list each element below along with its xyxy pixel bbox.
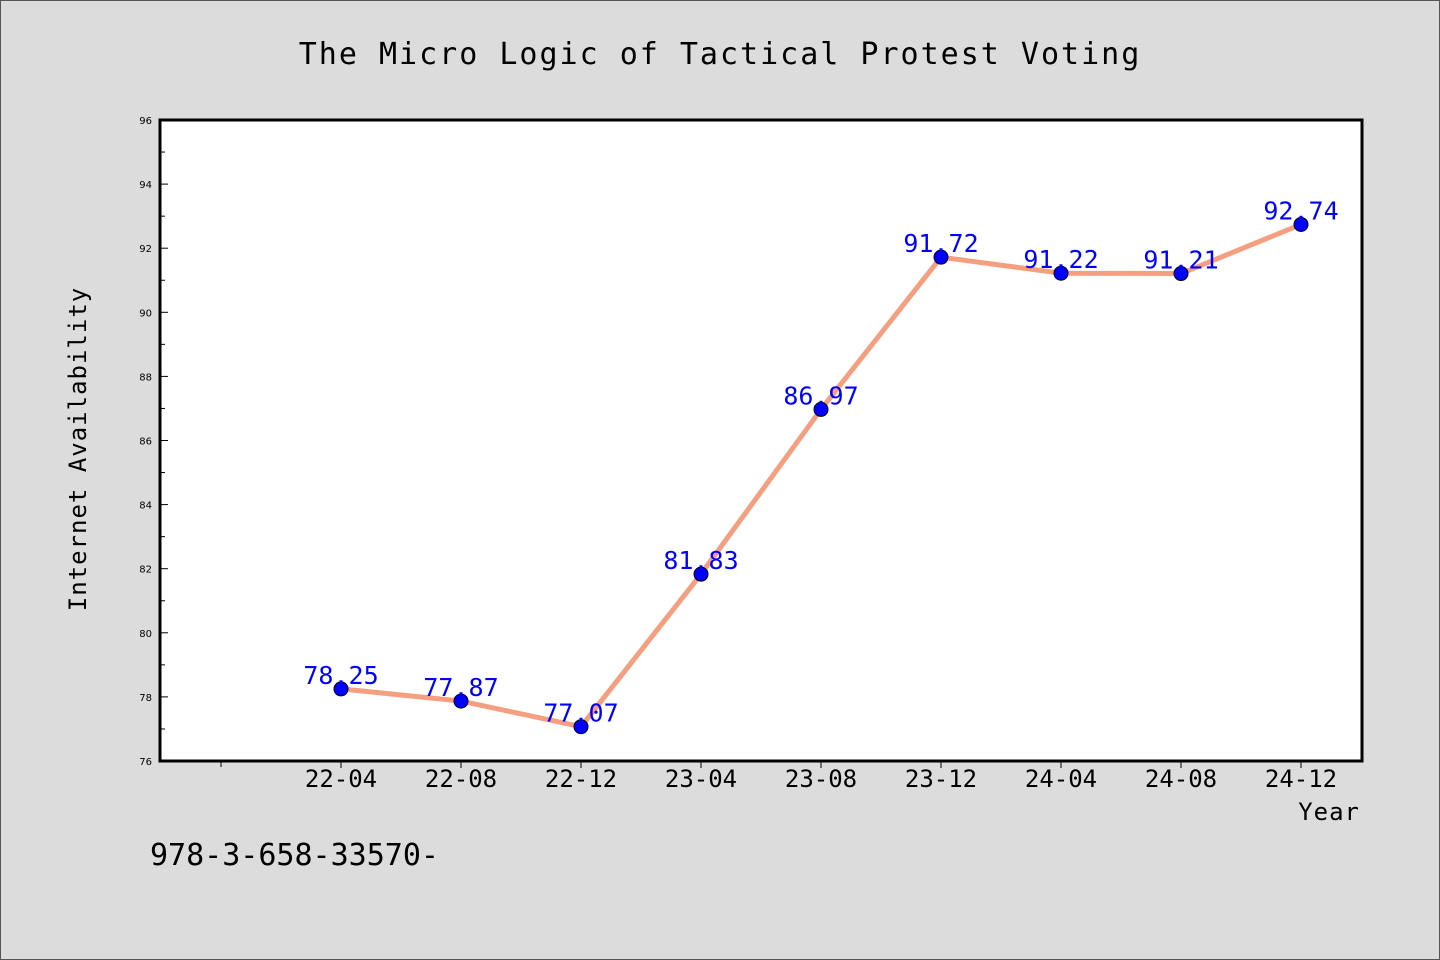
- x-tick-label: 22-08: [425, 765, 497, 793]
- x-tick-label: 24-12: [1265, 765, 1337, 793]
- series-markers: [333, 216, 1309, 735]
- x-tick-label: 22-04: [305, 765, 377, 793]
- x-tick-label: 23-12: [905, 765, 977, 793]
- x-axis-label: Year: [1298, 798, 1360, 826]
- chart-title: The Micro Logic of Tactical Protest Voti…: [299, 37, 1142, 72]
- y-tick-label: 84: [139, 501, 152, 512]
- data-labels: 78.25 77.87 77.07 81.83 86.97 91.72 91.22 91.21…: [303, 196, 1338, 727]
- y-axis-label: Internet Availability: [64, 287, 92, 611]
- data-label-24-12: 92.74: [1263, 196, 1338, 225]
- x-tick-label: 22-12: [545, 765, 617, 793]
- x-tick-label: 23-04: [665, 765, 737, 793]
- y-tick-label: 92: [139, 244, 152, 255]
- y-tick-label: 96: [139, 116, 152, 127]
- y-tick-label: 94: [139, 180, 152, 191]
- y-tick-label: 82: [139, 565, 152, 576]
- data-label-22-12: 77.07: [543, 699, 618, 728]
- data-point-22-08: [453, 693, 469, 709]
- x-axis: 22-04 22-08 22-12 23-04 23-08 23-12 24-04 24-08…: [220, 761, 1337, 793]
- data-point-23-12: [933, 249, 949, 265]
- data-point-24-12: [1293, 216, 1309, 232]
- y-tick-label: 78: [139, 693, 152, 704]
- data-point-22-12: [573, 719, 589, 735]
- data-label-22-08: 77.87: [423, 673, 498, 702]
- x-tick-label: 24-04: [1025, 765, 1097, 793]
- x-tick-label: 24-08: [1145, 765, 1217, 793]
- data-point-24-04: [1053, 265, 1069, 281]
- data-label-23-04: 81.83: [663, 546, 738, 575]
- data-label-24-08: 91.21: [1143, 246, 1218, 275]
- data-point-23-04: [693, 566, 709, 582]
- x-tick-label: 23-08: [785, 765, 857, 793]
- y-tick-label: 90: [139, 308, 152, 319]
- data-label-24-04: 91.22: [1023, 245, 1098, 274]
- data-point-22-04: [333, 681, 349, 697]
- y-tick-label: 88: [139, 372, 152, 383]
- data-point-24-08: [1173, 266, 1189, 282]
- y-tick-label: 86: [139, 437, 152, 448]
- data-label-23-08: 86.97: [783, 381, 858, 410]
- y-axis: 76 78 80 82 84 86 88 90 92 94 96: [139, 116, 168, 768]
- y-tick-label: 80: [139, 629, 152, 640]
- data-label-23-12: 91.72: [903, 229, 978, 258]
- footnote: 978-3-658-33570-: [150, 838, 439, 873]
- plot-area: [158, 118, 1364, 763]
- data-label-22-04: 78.25: [303, 661, 378, 690]
- data-point-23-08: [813, 401, 829, 417]
- y-tick-label: 76: [139, 757, 152, 768]
